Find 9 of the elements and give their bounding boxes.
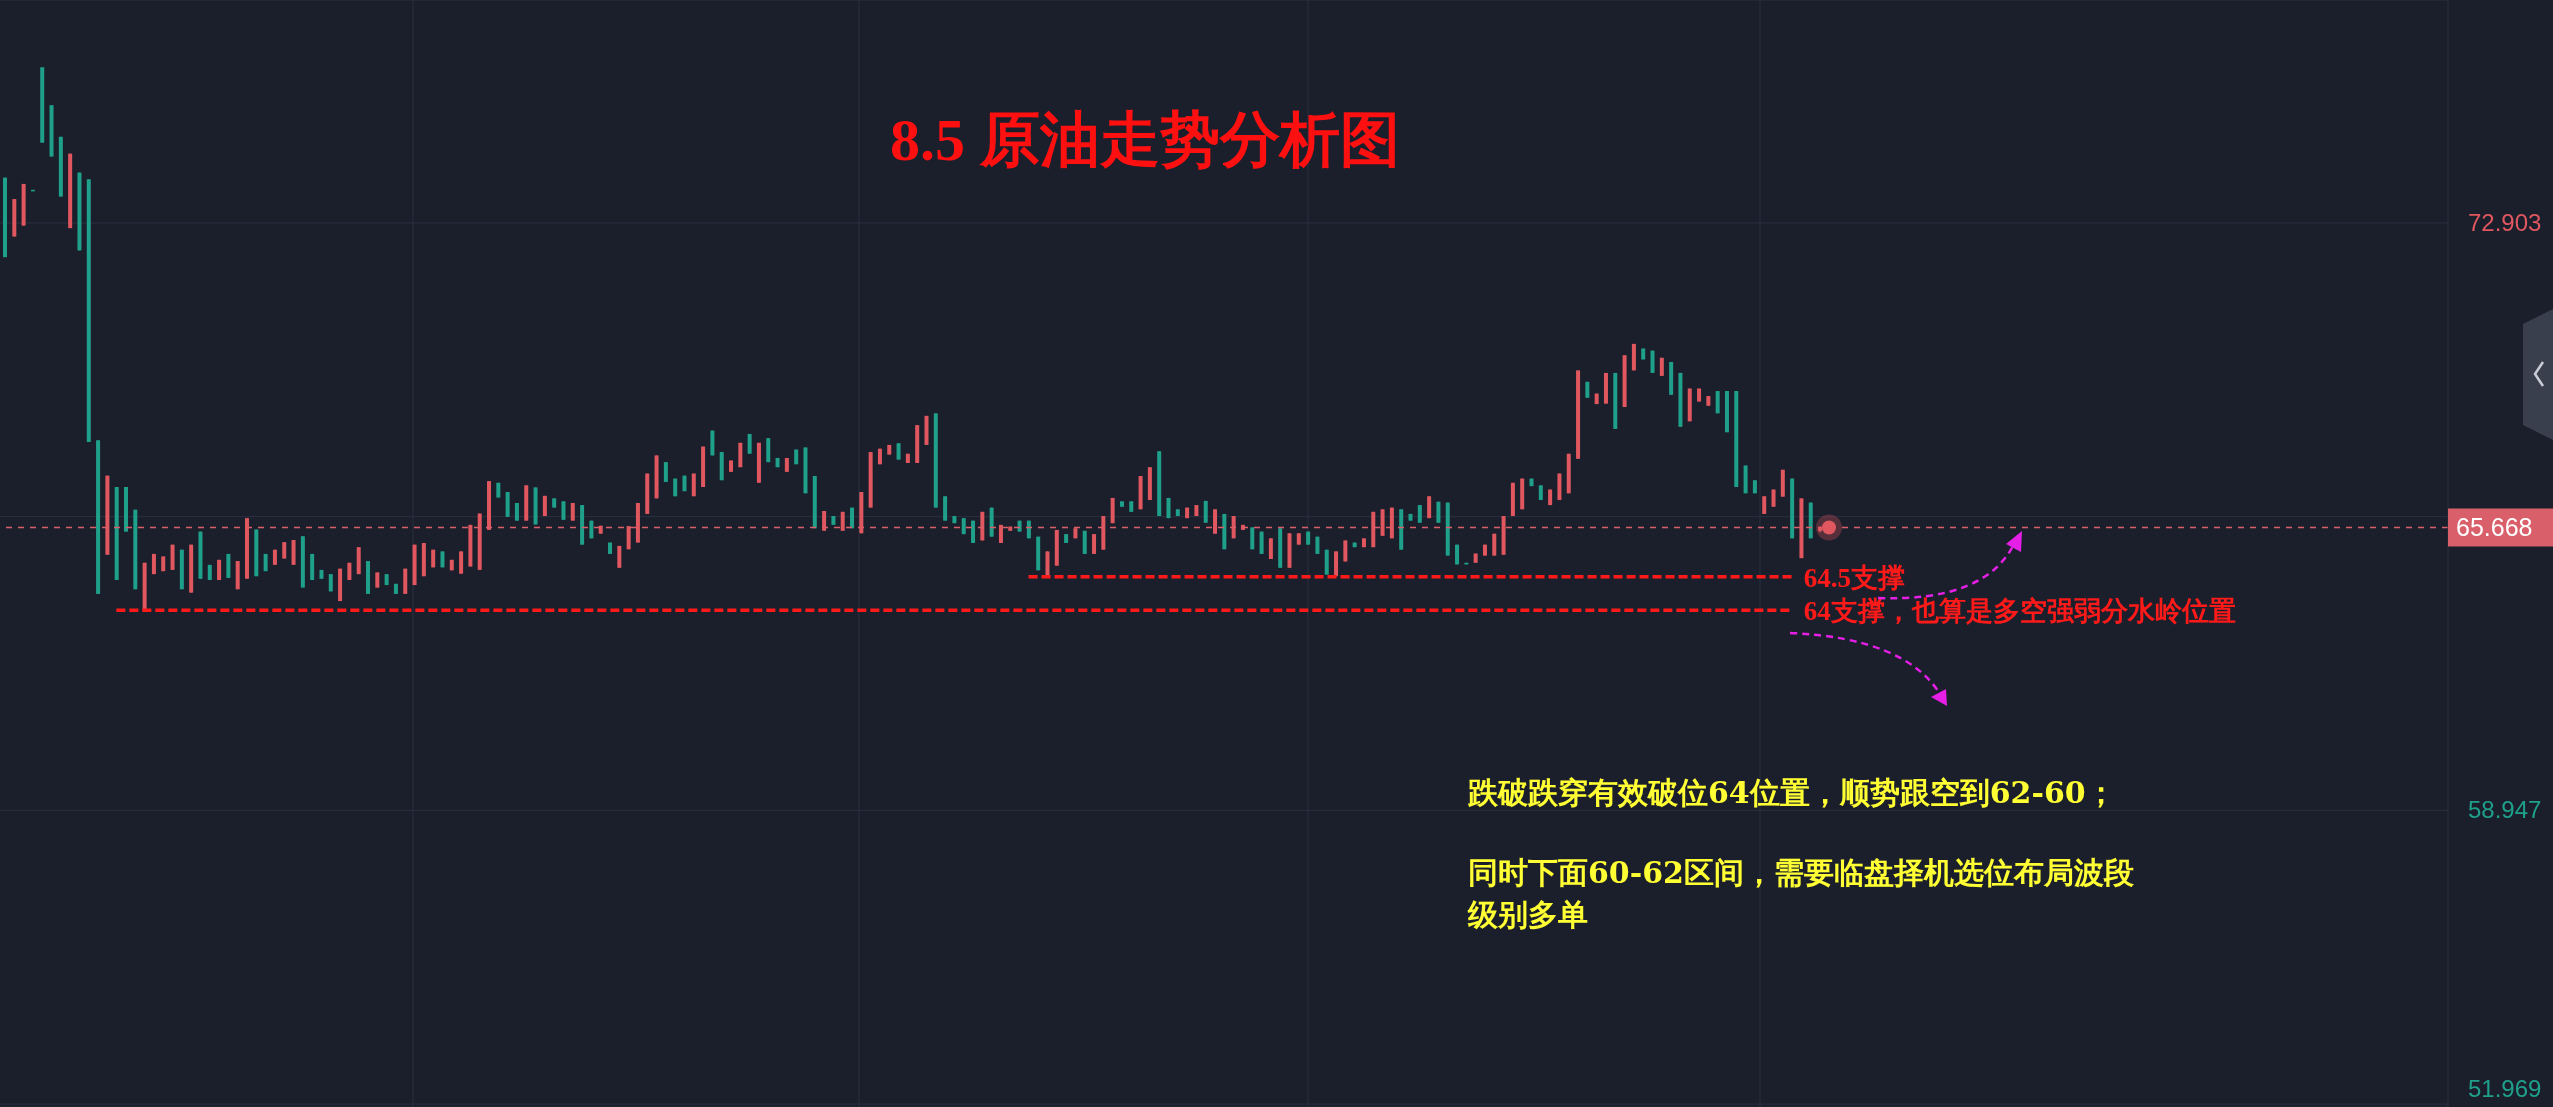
ref-line-label: 64支撑，也算是多空强弱分水岭位置 xyxy=(1803,596,2236,627)
ref-line-label: 65.668 xyxy=(2456,513,2533,542)
annotation: 同时下面60-62区间，需要临盘择机选位布局波段级别多单 xyxy=(1468,854,2135,934)
y-tick-label: 72.903 xyxy=(2468,208,2542,236)
ref-line-label: 64.5支撑 xyxy=(1803,562,1906,593)
annotation: 跌破跌穿有效破位64位置，顺势跟空到62-60； xyxy=(1468,774,2117,812)
y-tick-label: 51.969 xyxy=(2468,1075,2542,1102)
text: 8.5 原油走势分析图 xyxy=(889,106,1401,175)
y-tick-label: 58.947 xyxy=(2468,796,2542,824)
